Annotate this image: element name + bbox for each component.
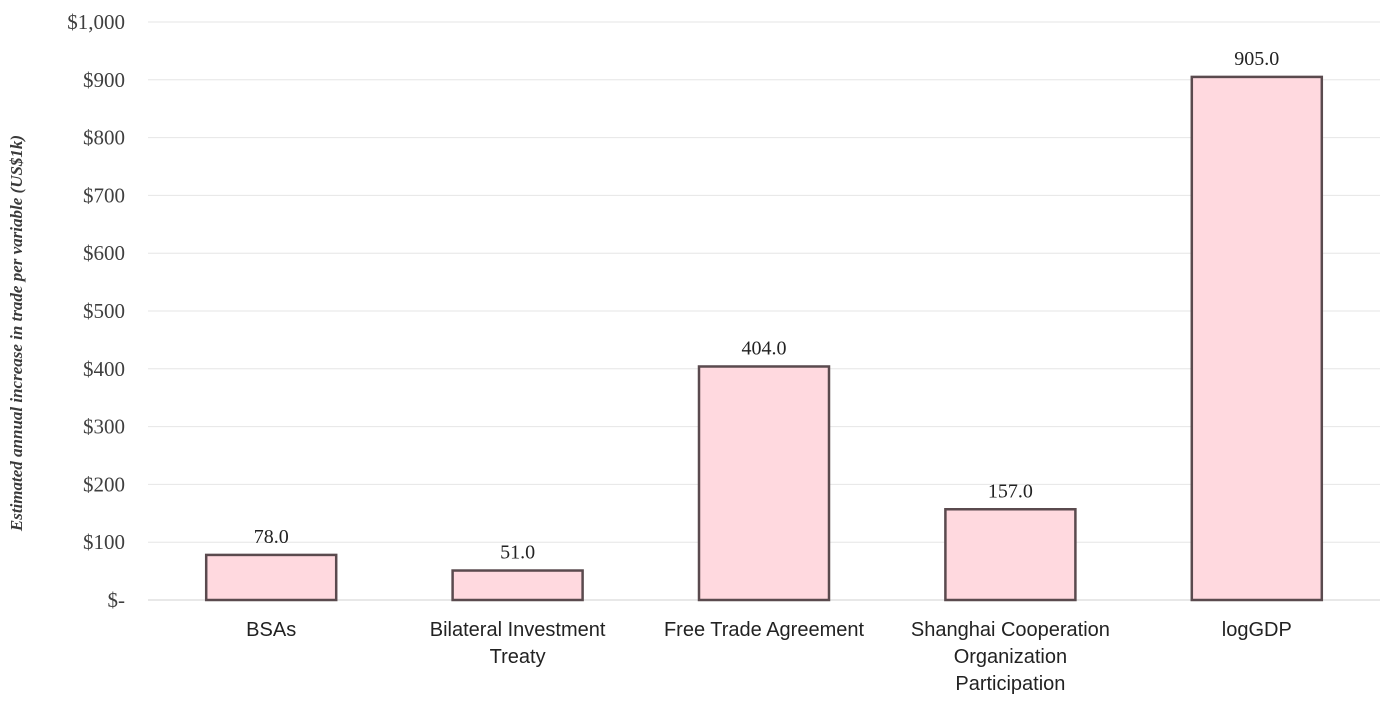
- data-label: 78.0: [254, 526, 289, 548]
- y-tick-label: $100: [83, 530, 125, 554]
- y-tick-label: $700: [83, 183, 125, 207]
- x-category-labels: BSAs Bilateral Investment Treaty Free Trade…: [246, 619, 1292, 695]
- bar: [1190, 75, 1324, 602]
- x-category-label: Free Trade Agreement: [664, 619, 865, 641]
- data-label: 51.0: [500, 542, 535, 564]
- y-tick-label: $200: [83, 472, 125, 496]
- y-tick-label: $-: [108, 588, 126, 612]
- y-tick-label: $500: [83, 299, 125, 323]
- y-tick-label: $300: [83, 415, 125, 439]
- bars: [204, 75, 1324, 602]
- y-tick-label: $900: [83, 68, 125, 92]
- bar: [204, 553, 338, 602]
- y-tick-label: $400: [83, 357, 125, 381]
- data-label: 905.0: [1234, 48, 1279, 70]
- bar: [944, 508, 1077, 602]
- bar: [697, 365, 831, 602]
- x-category-label: Bilateral Investment Treaty: [430, 619, 606, 668]
- y-tick-labels: $- $100 $200 $300 $400 $500 $600 $700 $800 $900 $1…: [67, 10, 125, 612]
- y-tick-label: $800: [83, 126, 125, 150]
- x-category-label: logGDP: [1222, 619, 1292, 641]
- x-category-label: BSAs: [246, 619, 296, 641]
- data-label: 404.0: [742, 337, 787, 359]
- bar: [451, 569, 584, 602]
- y-tick-label: $600: [83, 241, 125, 265]
- data-labels: 78.0 51.0 404.0 157.0 905.0: [254, 48, 1280, 564]
- x-category-label: Shanghai Cooperation Organization Particip…: [911, 619, 1110, 695]
- data-label: 157.0: [988, 480, 1033, 502]
- y-tick-label: $1,000: [67, 10, 125, 34]
- y-axis-label: Estimated annual increase in trade per v…: [7, 135, 26, 532]
